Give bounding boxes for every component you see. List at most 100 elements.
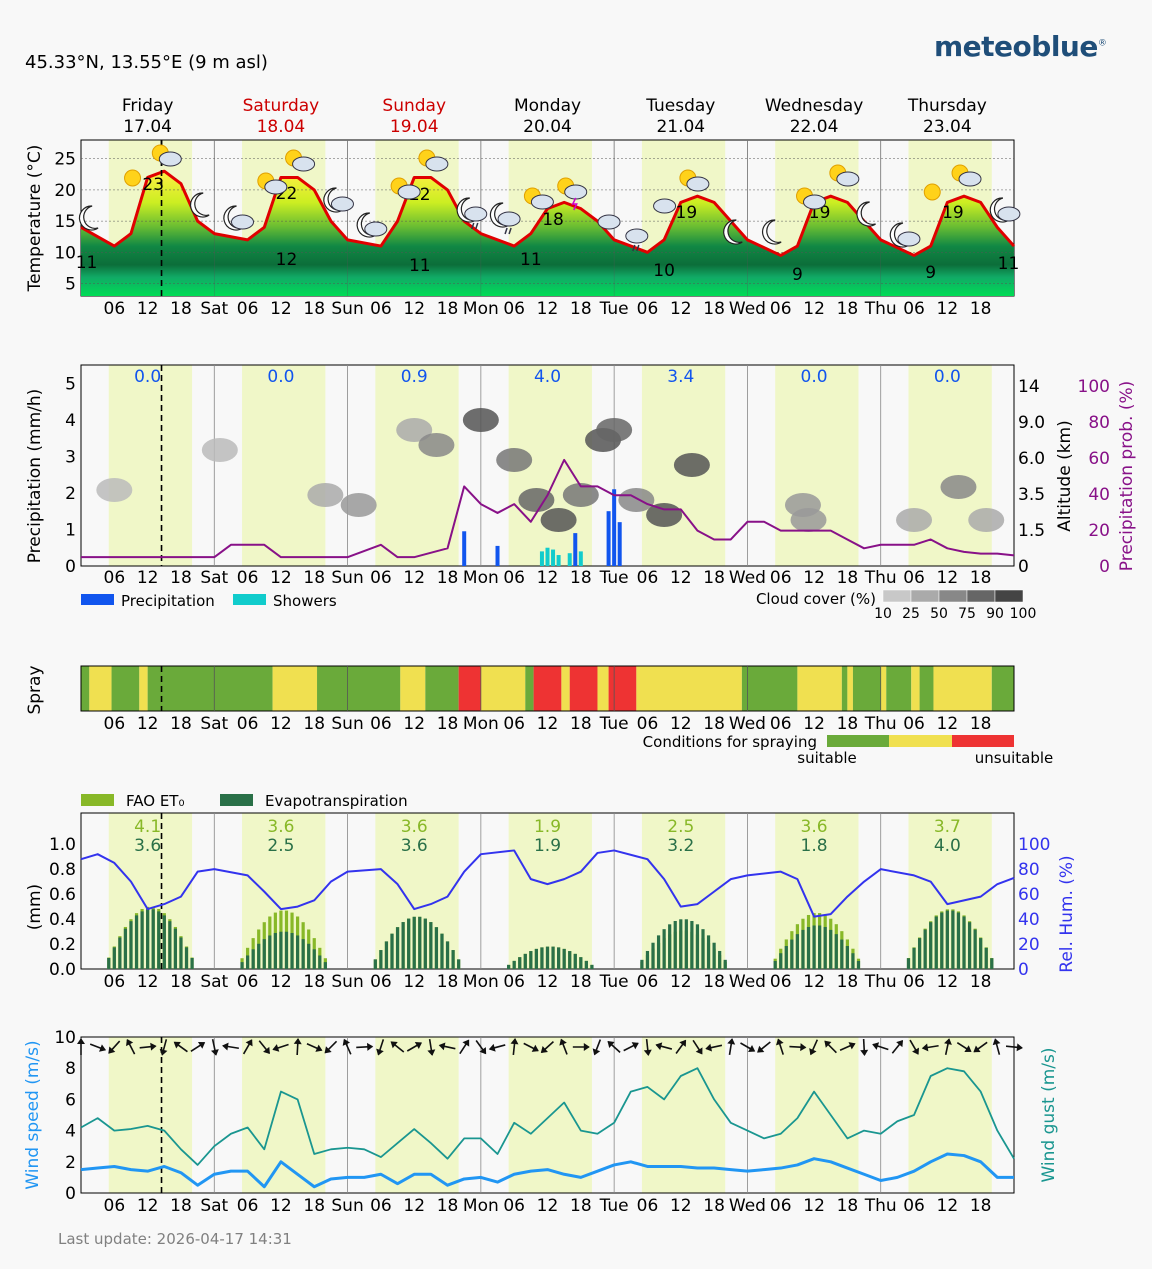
evapo-bar	[445, 941, 450, 969]
evapo-bar	[962, 916, 966, 969]
x-tick-hour-label: 06	[370, 299, 392, 319]
x-tick-hour-label: 18	[437, 972, 459, 992]
wind-direction-arrow	[173, 1041, 188, 1053]
cloud-icon	[997, 206, 1021, 222]
evapo-bar	[934, 916, 938, 969]
daily-fao-total: 4.1	[134, 817, 161, 837]
shower-bar	[551, 549, 556, 566]
meteoblue-logo[interactable]: meteoblue®	[934, 30, 1107, 63]
evapo-bar	[812, 925, 816, 969]
x-tick-hour-label: 18	[303, 1196, 325, 1216]
spray-condition-segment	[81, 666, 90, 711]
evapo-bar	[773, 960, 777, 969]
day-name-label: Saturday	[243, 96, 320, 116]
daily-fao-total: 1.9	[534, 817, 561, 837]
evapo-bar	[301, 939, 305, 969]
wind-arrow-head	[631, 1042, 639, 1050]
wind-arrow-head	[992, 1038, 1001, 1046]
x-tick-day-label: Wed	[729, 568, 766, 588]
spray-panel-frame	[80, 665, 1015, 712]
x-tick-hour-label: 12	[937, 1196, 959, 1216]
evapo-bar	[917, 938, 922, 969]
x-tick-hour-label: 06	[503, 972, 525, 992]
evapo-bar	[412, 916, 416, 969]
daily-min-temp-label: 9	[925, 263, 936, 283]
precipitation-probability-line	[81, 458, 1015, 559]
humidity-y-tick: 80	[1018, 860, 1040, 880]
cloud-icon	[958, 171, 982, 187]
x-tick-hour-label: 12	[537, 714, 559, 734]
x-tick-hour-label: 12	[537, 1196, 559, 1216]
wind-arrow-head	[872, 1042, 880, 1050]
wind-direction-arrow	[776, 1038, 784, 1055]
x-tick-hour-label: 06	[237, 568, 259, 588]
x-tick-hour-label: 12	[403, 1196, 425, 1216]
x-tick-hour-label: 18	[703, 1196, 725, 1216]
wind-arrow-head	[245, 1039, 253, 1047]
evapo-bar	[273, 932, 277, 969]
humidity-y-tick: 20	[1018, 935, 1040, 955]
x-tick-hour-label: 18	[970, 568, 992, 588]
cloud-cover-legend-tick: 100	[1010, 606, 1037, 622]
wind-direction-arrow	[727, 1038, 736, 1056]
x-tick-hour-label: 06	[104, 714, 126, 734]
x-tick-hour-label: 06	[637, 1196, 659, 1216]
cloud-cover-patch	[562, 483, 599, 507]
wind-direction-arrow	[222, 1042, 239, 1051]
wind-y-tick: 2	[65, 1153, 76, 1173]
x-tick-hour-label: 12	[937, 568, 959, 588]
wind-arrow-head	[293, 1038, 302, 1045]
evapo-bar	[390, 933, 394, 969]
day-name-label: Friday	[122, 96, 174, 116]
x-tick-day-label: Sun	[331, 1196, 363, 1216]
x-tick-day-label: Sun	[331, 714, 363, 734]
daytime-band	[508, 813, 592, 969]
x-tick-hour-label: 06	[903, 972, 925, 992]
wind-arrow-head	[583, 1043, 590, 1051]
cloud-icon	[264, 179, 288, 195]
wind-arrow-head	[921, 1043, 929, 1052]
evapo-bar	[184, 947, 189, 969]
daily-evapo-total: 4.0	[934, 836, 961, 856]
x-tick-hour-label: 18	[570, 1196, 592, 1216]
cloud-icon	[564, 184, 588, 200]
x-tick-day-label: Wed	[729, 299, 766, 319]
spray-condition-segment	[400, 666, 426, 711]
wind-direction-arrow	[108, 1040, 121, 1054]
cloud-cover-patch	[540, 508, 577, 532]
wind-direction-arrow	[572, 1043, 590, 1051]
wind-arrow-head	[655, 1042, 663, 1051]
x-tick-hour-label: 06	[503, 714, 525, 734]
wind-arrow-head	[150, 1042, 157, 1051]
evapo-y-tick: 0.8	[49, 860, 76, 880]
shower-bar	[567, 553, 572, 566]
evapo-bar	[562, 948, 566, 969]
evapo-bar	[507, 964, 511, 969]
x-tick-hour-label: 06	[637, 972, 659, 992]
x-tick-hour-label: 06	[503, 1196, 525, 1216]
x-tick-hour-label: 18	[437, 299, 459, 319]
x-tick-day-label: Thu	[864, 972, 897, 992]
daytime-band	[908, 813, 992, 969]
precipitation-legend-swatch	[81, 594, 114, 605]
spray-condition-segment	[886, 666, 912, 711]
evapo-bar	[701, 929, 705, 969]
daytime-band	[775, 1037, 859, 1193]
x-tick-hour-label: 12	[537, 568, 559, 588]
x-tick-day-label: Wed	[729, 714, 766, 734]
precipitation-legend-label: Precipitation	[121, 592, 215, 610]
wind-direction-arrow	[272, 1043, 289, 1052]
wind-panel-frame	[80, 1036, 1015, 1194]
location-coordinates: 45.33°N, 13.55°E (9 m asl)	[25, 52, 268, 73]
altitude-y-tick: 6.0	[1018, 449, 1045, 469]
daily-precipitation-total: 0.9	[401, 367, 428, 387]
brand-name: meteoblue	[934, 30, 1098, 63]
evapo-bar	[379, 950, 383, 969]
temperature-y-tick: 20	[54, 181, 76, 201]
x-tick-day-label: Sat	[200, 714, 228, 734]
wind-direction-arrow	[643, 1038, 652, 1056]
evapo-bar	[107, 957, 111, 969]
x-tick-hour-label: 18	[303, 299, 325, 319]
precipitation-y-tick: 4	[65, 411, 76, 431]
daily-precipitation-total: 0.0	[267, 367, 294, 387]
